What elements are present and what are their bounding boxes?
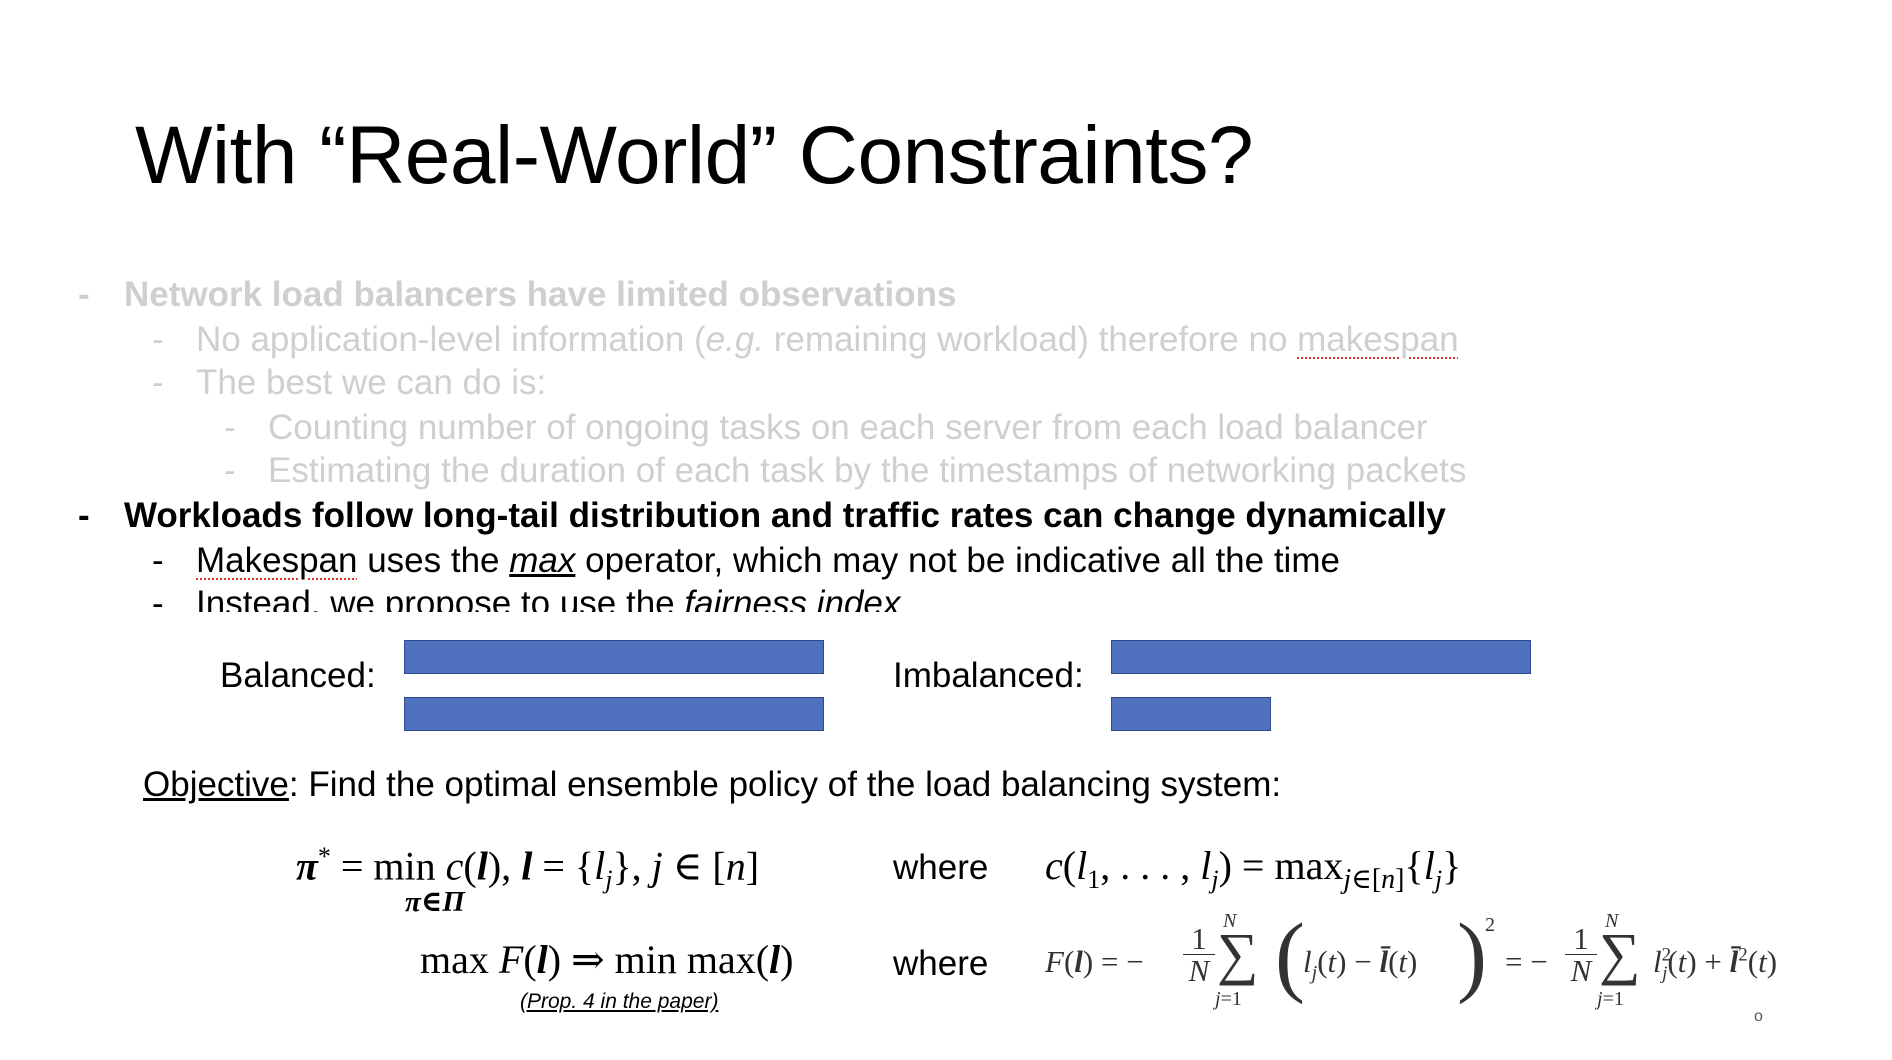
bullet-estimating-duration: Estimating the duration of each task by … — [268, 451, 1467, 490]
imbalanced-bar-2 — [1111, 697, 1271, 731]
bullet-list: - Network load balancers have limited ob… — [0, 0, 1600, 612]
bullet-network-load-balancers: Network load balancers have limited obse… — [124, 275, 957, 314]
where-label-2: where — [893, 944, 989, 983]
objective-label: Objective — [143, 765, 289, 804]
bullet-dash: - — [152, 541, 164, 580]
imbalanced-label: Imbalanced: — [893, 656, 1084, 695]
spellcheck-word: makespan — [1297, 320, 1459, 359]
balanced-label: Balanced: — [220, 656, 376, 695]
prop-reference-link[interactable]: (Prop. 4 in the paper) — [520, 990, 719, 1013]
slide-title: With “Real-World” Constraints? — [135, 110, 1254, 201]
bullet-no-application-info: No application-level information (e.g. r… — [196, 318, 1459, 362]
bullet-workloads-long-tail: Workloads follow long-tail distribution … — [124, 496, 1446, 535]
text-emphasis: e.g. — [705, 320, 765, 359]
bullet-dash: - — [152, 584, 164, 612]
bullet-counting-tasks: Counting number of ongoing tasks on each… — [268, 408, 1428, 447]
equation-1-lhs: π* = min c(l), l = {lj}, j ∈ [n] — [296, 842, 760, 895]
imbalanced-bar-1 — [1111, 640, 1531, 674]
stray-mark: o — [1754, 1008, 1763, 1025]
text-segment: No application-level information ( — [196, 320, 706, 359]
bullet-dash: - — [78, 496, 90, 535]
bullet-best-we-can-do: The best we can do is: — [196, 363, 547, 402]
objective-text: : Find the optimal ensemble policy of th… — [288, 765, 1282, 804]
text-emphasis: fairness index — [684, 584, 901, 612]
text-segment: Instead, we propose to use the — [196, 584, 685, 612]
text-emphasis: max — [509, 541, 576, 580]
text-segment: operator, which may not be indicative al… — [575, 541, 1340, 580]
equation-1-min-subscript: π∈Π — [405, 886, 465, 918]
equation-2-lhs: max F(l) ⇒ min max(l) — [420, 937, 794, 982]
bullet-dash: - — [152, 363, 164, 402]
bullet-dash: - — [152, 320, 164, 359]
spellcheck-word: Makespan — [196, 541, 358, 580]
where-label-1: where — [893, 848, 989, 887]
balanced-bar-2 — [404, 697, 824, 731]
bullet-dash: - — [78, 275, 90, 314]
bullet-dash: - — [224, 408, 236, 447]
objective-line: Objective: Find the optimal ensemble pol… — [143, 763, 1281, 807]
bullet-fairness-index: Instead, we propose to use the fairness … — [196, 582, 900, 612]
text-segment: remaining workload) therefore no — [764, 320, 1298, 359]
bullet-dash: - — [224, 451, 236, 490]
bullet-makespan-max: Makespan uses the max operator, which ma… — [196, 539, 1340, 583]
text-segment: uses the — [357, 541, 510, 580]
balanced-bar-1 — [404, 640, 824, 674]
equation-1-rhs: c(l1, . . . , lj) = maxj∈[n]{lj} — [1045, 843, 1462, 895]
